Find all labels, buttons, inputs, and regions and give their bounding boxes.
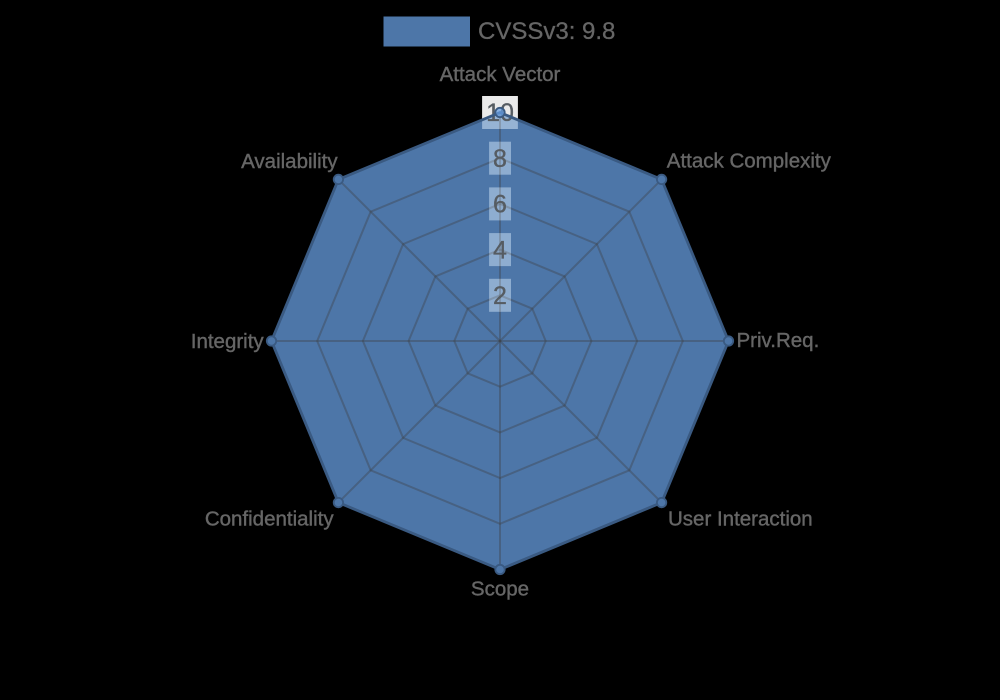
- svg-text:Priv.Req.: Priv.Req.: [737, 329, 820, 352]
- svg-text:Availability: Availability: [241, 150, 338, 173]
- svg-text:8: 8: [493, 145, 507, 173]
- svg-text:2: 2: [493, 282, 507, 310]
- svg-text:Integrity: Integrity: [191, 330, 265, 353]
- svg-text:CVSSv3: 9.8: CVSSv3: 9.8: [478, 18, 615, 45]
- svg-text:Attack Complexity: Attack Complexity: [667, 150, 832, 173]
- svg-text:Confidentiality: Confidentiality: [205, 507, 335, 530]
- svg-text:Scope: Scope: [471, 578, 529, 601]
- svg-text:6: 6: [493, 191, 507, 219]
- svg-text:Attack Vector: Attack Vector: [440, 63, 561, 86]
- svg-text:User Interaction: User Interaction: [668, 508, 813, 531]
- svg-text:4: 4: [493, 236, 507, 264]
